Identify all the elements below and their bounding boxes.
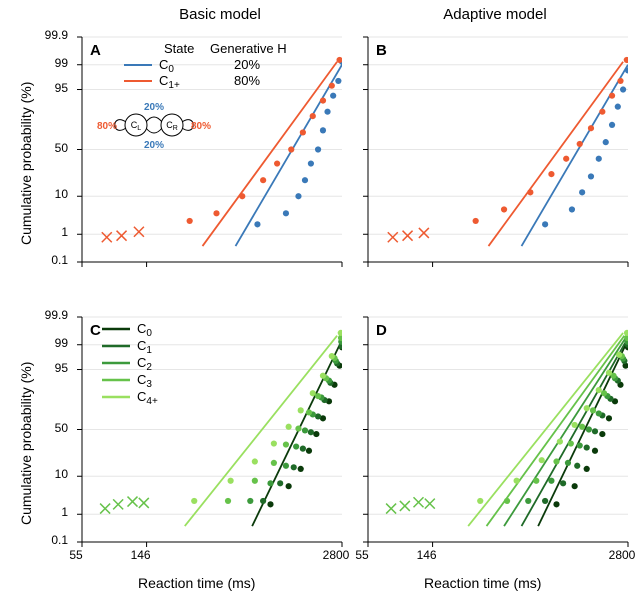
ytick-label: 10 [34,467,68,481]
ytick-label: 10 [34,187,68,201]
ytick-label: 95 [34,361,68,375]
svg-text:Generative H: Generative H [210,41,287,56]
ytick-label: 95 [34,81,68,95]
y-axis-label-bot: Cumulative probability (%) [18,362,34,525]
panel-c: C0C1C2C3C4+C [74,315,349,550]
x-axis-label-left: Reaction time (ms) [138,575,255,591]
svg-text:State: State [164,41,194,56]
ytick-label: 99.9 [34,28,68,42]
ytick-label: 0.1 [34,533,68,547]
ytick-label: 99.9 [34,308,68,322]
svg-text:80%: 80% [191,121,211,132]
svg-text:20%: 20% [144,102,164,113]
xtick-label: 55 [342,548,382,562]
svg-text:20%: 20% [144,140,164,151]
xtick-label: 146 [407,548,447,562]
figure: Basic model Adaptive model Cumulative pr… [0,0,640,599]
ytick-label: 99 [34,56,68,70]
x-axis-label-right: Reaction time (ms) [424,575,541,591]
col-title-right: Adaptive model [410,6,580,23]
xtick-label: 55 [56,548,96,562]
xtick-label: 2800 [602,548,640,562]
col-title-left: Basic model [140,6,300,23]
svg-text:80%: 80% [97,121,117,132]
ytick-label: 50 [34,141,68,155]
panel-b: B [360,35,635,270]
ytick-label: 50 [34,421,68,435]
svg-text:C: C [90,322,101,339]
ytick-label: 1 [34,505,68,519]
y-axis-label-top: Cumulative probability (%) [18,82,34,245]
svg-text:A: A [90,42,101,59]
svg-text:D: D [376,322,387,339]
ytick-label: 0.1 [34,253,68,267]
svg-text:20%: 20% [234,57,260,72]
panel-a: StateGenerative HC020%C1+80%CLCR20%20%80… [74,35,349,270]
ytick-label: 99 [34,336,68,350]
panel-d: D [360,315,635,550]
svg-text:B: B [376,42,387,59]
xtick-label: 146 [121,548,161,562]
ytick-label: 1 [34,225,68,239]
svg-text:80%: 80% [234,73,260,88]
